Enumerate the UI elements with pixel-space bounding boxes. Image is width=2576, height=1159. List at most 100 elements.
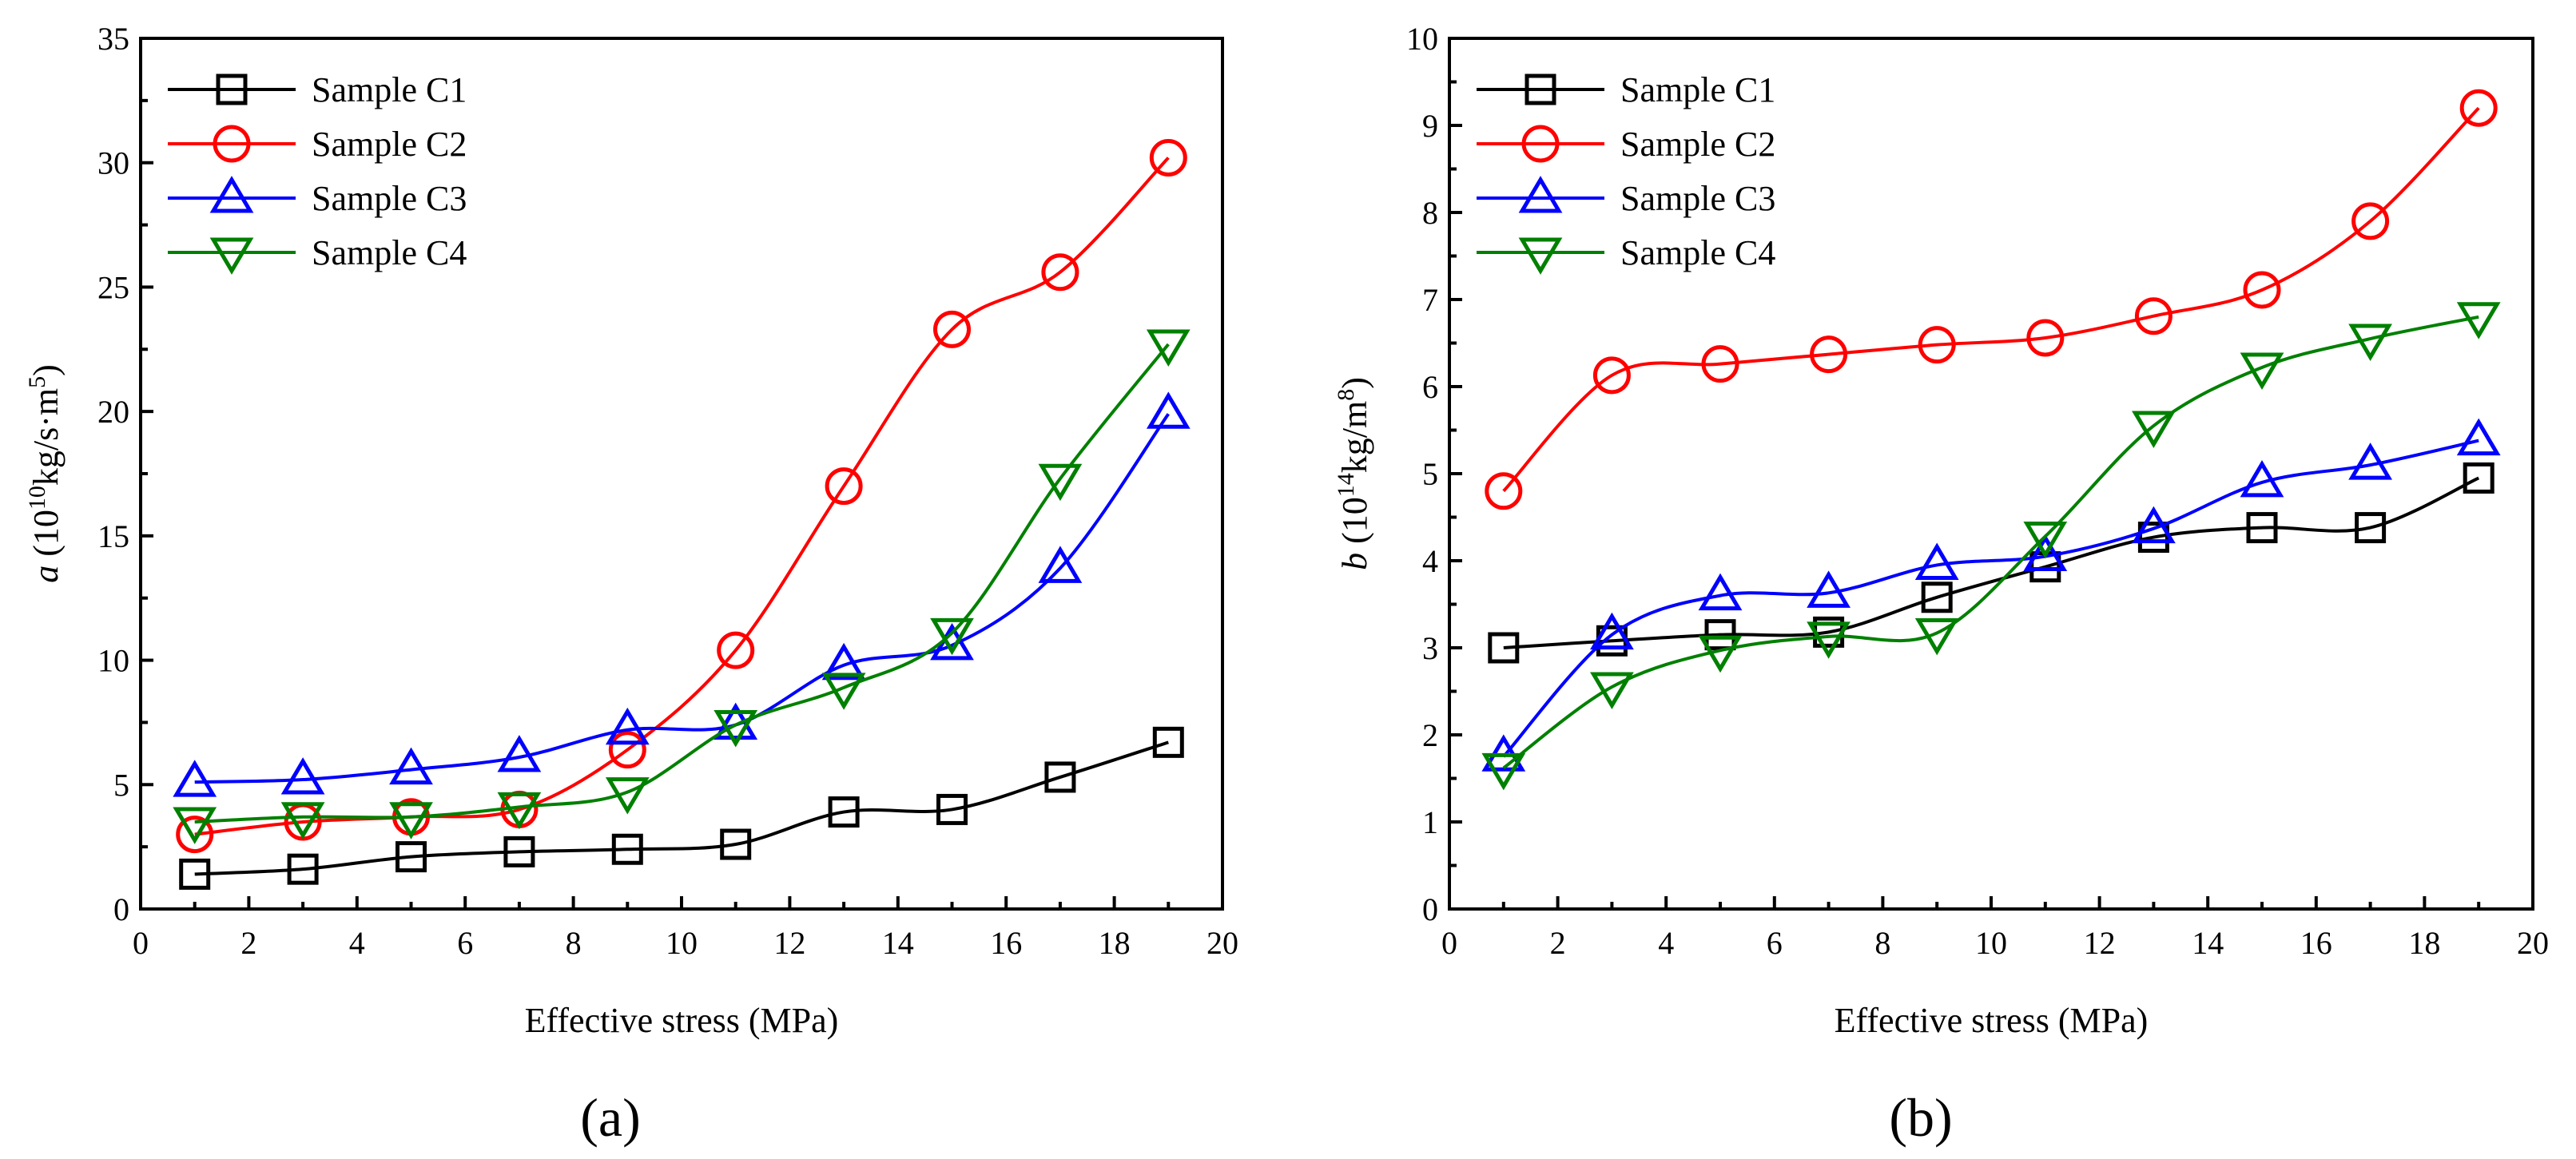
y-axis-title-part: 5 bbox=[24, 376, 50, 388]
data-point bbox=[1698, 573, 1743, 611]
data-point bbox=[1041, 253, 1079, 292]
data-point bbox=[1592, 356, 1631, 395]
y-tick-label: 10 bbox=[97, 643, 129, 679]
data-point bbox=[2132, 411, 2176, 448]
legend-marker bbox=[213, 125, 251, 163]
x-tick-label: 2 bbox=[1550, 925, 1566, 961]
data-point bbox=[2240, 352, 2284, 390]
legend-label: Sample C2 bbox=[1620, 125, 1775, 164]
data-point bbox=[2456, 418, 2501, 456]
x-tick-label: 20 bbox=[2517, 925, 2549, 961]
data-point bbox=[930, 617, 974, 656]
data-point bbox=[821, 642, 866, 681]
data-point bbox=[2240, 459, 2284, 498]
data-point bbox=[1914, 542, 1959, 580]
x-tick-label: 20 bbox=[1207, 925, 1238, 961]
data-point bbox=[1704, 619, 1736, 651]
y-tick-label: 4 bbox=[1422, 543, 1438, 579]
data-point bbox=[1149, 138, 1187, 177]
x-tick-label: 4 bbox=[349, 925, 365, 961]
data-point bbox=[389, 802, 433, 839]
data-point bbox=[2246, 512, 2278, 544]
y-tick-label: 25 bbox=[97, 269, 129, 305]
y-tick-label: 20 bbox=[97, 394, 129, 430]
x-tick-label: 18 bbox=[1099, 925, 1131, 961]
data-point bbox=[821, 673, 866, 710]
data-point bbox=[396, 841, 427, 873]
data-point bbox=[717, 631, 755, 669]
data-point bbox=[1146, 391, 1191, 429]
data-point bbox=[179, 858, 211, 890]
data-point bbox=[2348, 323, 2392, 361]
data-point bbox=[1698, 635, 1743, 673]
data-point bbox=[287, 853, 319, 885]
x-tick-label: 2 bbox=[241, 925, 256, 961]
data-point bbox=[1152, 726, 1184, 758]
y-axis-title-part: 8 bbox=[1333, 389, 1359, 401]
x-tick-label: 0 bbox=[133, 925, 149, 961]
series-line-sample-c2 bbox=[1502, 106, 2480, 493]
data-point bbox=[1918, 326, 1956, 364]
y-tick-label: 35 bbox=[97, 21, 129, 57]
legend-label: Sample C3 bbox=[312, 179, 467, 218]
series-line-sample-c1 bbox=[1503, 476, 2480, 649]
y-axis-title-part: b bbox=[1335, 553, 1374, 570]
y-tick-label: 10 bbox=[1406, 21, 1438, 57]
data-point bbox=[2351, 202, 2390, 240]
legend-label: Sample C4 bbox=[1620, 233, 1775, 272]
legend-marker bbox=[209, 237, 254, 275]
x-tick-label: 10 bbox=[1975, 925, 2007, 961]
legend-label: Sample C2 bbox=[312, 125, 467, 164]
y-axis-title-part: 10 bbox=[24, 486, 50, 510]
data-point bbox=[173, 807, 217, 844]
data-point bbox=[280, 757, 325, 795]
data-point bbox=[2026, 319, 2065, 357]
y-axis-title-part: a bbox=[26, 566, 66, 583]
x-tick-label: 6 bbox=[1767, 925, 1783, 961]
y-tick-label: 3 bbox=[1422, 630, 1438, 666]
data-point bbox=[2459, 89, 2498, 127]
data-point bbox=[605, 707, 650, 745]
y-tick-label: 0 bbox=[1422, 891, 1438, 927]
legend-label: Sample C3 bbox=[1620, 179, 1775, 218]
x-tick-label: 18 bbox=[2408, 925, 2440, 961]
data-point bbox=[2023, 534, 2068, 572]
data-point bbox=[1044, 761, 1076, 793]
x-tick-label: 0 bbox=[1441, 925, 1457, 961]
legend-label: Sample C1 bbox=[1620, 70, 1775, 109]
y-tick-label: 7 bbox=[1422, 282, 1438, 318]
data-point bbox=[1590, 612, 1634, 650]
x-axis-title: Effective stress (MPa) bbox=[525, 1001, 839, 1040]
legend-marker bbox=[1518, 176, 1563, 213]
data-point bbox=[173, 760, 217, 797]
x-tick-label: 4 bbox=[1658, 925, 1674, 961]
data-point bbox=[2355, 512, 2387, 544]
x-tick-label: 16 bbox=[2300, 925, 2332, 961]
x-tick-label: 14 bbox=[2192, 925, 2224, 961]
data-point bbox=[2137, 522, 2169, 554]
x-tick-label: 10 bbox=[666, 925, 698, 961]
legend-marker bbox=[1525, 73, 1556, 105]
data-point bbox=[608, 731, 646, 769]
data-point bbox=[503, 836, 535, 867]
data-point bbox=[1146, 329, 1191, 367]
data-point bbox=[825, 467, 863, 506]
data-point bbox=[497, 792, 542, 830]
y-axis-title-part: ) bbox=[26, 364, 66, 376]
panel-label: (a) bbox=[580, 1087, 640, 1148]
data-point bbox=[1038, 463, 1083, 502]
data-point bbox=[280, 802, 325, 839]
series-line-sample-c4 bbox=[1502, 315, 2479, 770]
data-point bbox=[936, 793, 968, 825]
x-axis-title: Effective stress (MPa) bbox=[1835, 1001, 2149, 1040]
series-line-sample-c3 bbox=[1502, 439, 2479, 758]
data-point bbox=[1810, 335, 1848, 374]
y-tick-label: 30 bbox=[97, 145, 129, 181]
y-axis-title-part: kg/m bbox=[1335, 401, 1374, 473]
data-point bbox=[1807, 570, 1851, 608]
y-axis-title-part: ) bbox=[1335, 377, 1374, 389]
data-point bbox=[1701, 345, 1739, 383]
data-point bbox=[497, 735, 542, 772]
